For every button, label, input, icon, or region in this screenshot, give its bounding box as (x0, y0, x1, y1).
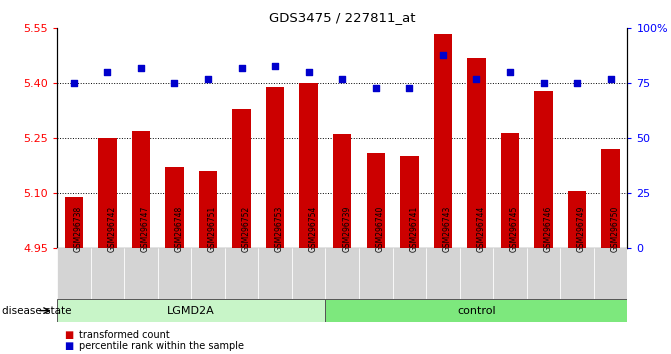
Text: LGMD2A: LGMD2A (167, 306, 215, 316)
Text: ■: ■ (64, 341, 73, 351)
Bar (393, 248, 426, 299)
Point (270, 63, 280, 68)
Point (404, 85, 415, 90)
Point (236, 65, 247, 71)
Bar (225, 248, 258, 299)
Point (437, 52, 448, 57)
Bar (57, 248, 91, 299)
Text: GSM296745: GSM296745 (510, 206, 519, 252)
Bar (165, 167, 184, 248)
Bar (64, 196, 83, 248)
Text: GSM296741: GSM296741 (409, 206, 418, 252)
Bar (266, 87, 285, 248)
Point (505, 69, 515, 75)
Text: GSM296743: GSM296743 (443, 206, 452, 252)
Bar (534, 91, 553, 248)
Point (102, 69, 113, 75)
Bar (292, 248, 325, 299)
Point (370, 85, 381, 90)
Text: disease state: disease state (2, 306, 72, 316)
Point (203, 76, 213, 82)
Point (68, 80, 79, 86)
Point (337, 76, 348, 82)
Bar (501, 133, 519, 248)
Bar (433, 34, 452, 248)
Text: transformed count: transformed count (79, 330, 169, 339)
Point (605, 76, 616, 82)
Text: GSM296746: GSM296746 (544, 206, 552, 252)
Text: GSM296754: GSM296754 (309, 206, 317, 252)
Bar (299, 83, 318, 248)
Point (136, 65, 146, 71)
Bar (493, 248, 527, 299)
Point (169, 80, 180, 86)
Text: ■: ■ (64, 330, 73, 339)
Text: percentile rank within the sample: percentile rank within the sample (79, 341, 244, 351)
Bar (325, 248, 359, 299)
Text: GSM296742: GSM296742 (107, 206, 116, 252)
Bar (191, 248, 225, 299)
Bar (124, 248, 158, 299)
Bar (460, 248, 493, 299)
Text: GSM296747: GSM296747 (141, 206, 150, 252)
Bar (325, 299, 627, 322)
Text: GSM296749: GSM296749 (577, 206, 586, 252)
Bar (333, 135, 352, 248)
Bar (199, 171, 217, 248)
Point (471, 76, 482, 82)
Text: control: control (457, 306, 496, 316)
Point (572, 80, 582, 86)
Bar (366, 153, 385, 248)
Bar (91, 248, 124, 299)
Text: GSM296740: GSM296740 (376, 206, 384, 252)
Text: GSM296739: GSM296739 (342, 206, 351, 252)
Point (303, 69, 314, 75)
Text: GSM296744: GSM296744 (476, 206, 485, 252)
Bar (400, 156, 419, 248)
Text: GSM296753: GSM296753 (275, 206, 284, 252)
Bar (98, 138, 117, 248)
Bar (601, 149, 620, 248)
Bar (467, 58, 486, 248)
Text: GDS3475 / 227811_at: GDS3475 / 227811_at (269, 11, 415, 24)
Text: GSM296748: GSM296748 (174, 206, 183, 252)
Text: GSM296738: GSM296738 (74, 206, 83, 252)
Text: GSM296751: GSM296751 (208, 206, 217, 252)
Bar (359, 248, 393, 299)
Text: GSM296750: GSM296750 (611, 206, 619, 252)
Bar (232, 109, 251, 248)
Bar (426, 248, 460, 299)
Bar (568, 191, 586, 248)
Bar (57, 299, 325, 322)
Text: GSM296752: GSM296752 (242, 206, 250, 252)
Bar (258, 248, 292, 299)
Point (538, 80, 549, 86)
Bar (132, 131, 150, 248)
Bar (594, 248, 627, 299)
Bar (158, 248, 191, 299)
Bar (560, 248, 594, 299)
Bar (527, 248, 560, 299)
